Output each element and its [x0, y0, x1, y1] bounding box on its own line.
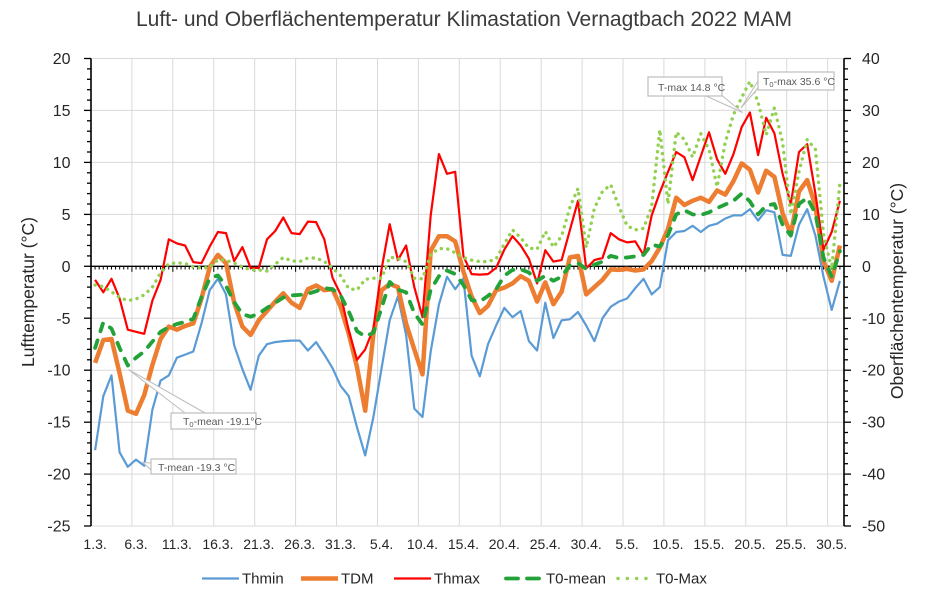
svg-text:0: 0	[862, 259, 871, 276]
svg-text:5.4.: 5.4.	[370, 536, 393, 552]
svg-text:10: 10	[862, 207, 880, 224]
svg-text:5.5.: 5.5.	[615, 536, 638, 552]
svg-text:Thmax: Thmax	[434, 571, 480, 588]
svg-text:30.5.: 30.5.	[816, 536, 847, 552]
svg-text:15: 15	[53, 103, 71, 120]
svg-text:20.5.: 20.5.	[734, 536, 765, 552]
svg-text:30: 30	[862, 103, 880, 120]
svg-text:Oberflächentemperatur (°C): Oberflächentemperatur (°C)	[887, 183, 907, 399]
svg-text:T0-max 35.6 °C: T0-max 35.6 °C	[763, 76, 835, 89]
svg-text:21.3.: 21.3.	[243, 536, 274, 552]
svg-text:25.5.: 25.5.	[775, 536, 806, 552]
svg-text:40: 40	[862, 51, 880, 68]
svg-text:20.4.: 20.4.	[489, 536, 520, 552]
svg-text:0: 0	[62, 259, 71, 276]
svg-text:20: 20	[862, 155, 880, 172]
svg-text:16.3.: 16.3.	[202, 536, 233, 552]
svg-text:T0-mean -19.1°C: T0-mean -19.1°C	[183, 416, 262, 429]
svg-text:15.5.: 15.5.	[693, 536, 724, 552]
svg-text:5: 5	[62, 207, 71, 224]
svg-text:T-mean -19.3 °C: T-mean -19.3 °C	[158, 462, 236, 474]
svg-text:Lufttemperatur (°C): Lufttemperatur (°C)	[18, 217, 38, 367]
svg-text:26.3.: 26.3.	[284, 536, 315, 552]
svg-text:31.3.: 31.3.	[325, 536, 356, 552]
svg-text:Thmin: Thmin	[242, 571, 284, 588]
svg-text:10.4.: 10.4.	[407, 536, 438, 552]
svg-text:TDM: TDM	[341, 571, 374, 588]
svg-text:-30: -30	[862, 415, 885, 432]
svg-text:-5: -5	[56, 311, 70, 328]
svg-text:6.3.: 6.3.	[124, 536, 147, 552]
svg-text:-10: -10	[47, 363, 70, 380]
svg-text:-10: -10	[862, 311, 885, 328]
svg-text:T0-mean: T0-mean	[546, 571, 606, 588]
svg-text:11.3.: 11.3.	[162, 536, 192, 552]
svg-text:T0-Max: T0-Max	[656, 571, 707, 588]
svg-text:-40: -40	[862, 467, 885, 484]
svg-text:-15: -15	[47, 415, 70, 432]
svg-text:10: 10	[53, 155, 71, 172]
svg-text:20: 20	[53, 51, 71, 68]
svg-text:25.4.: 25.4.	[530, 536, 561, 552]
svg-text:-20: -20	[862, 363, 885, 380]
svg-text:-50: -50	[862, 519, 885, 536]
svg-text:T-max 14.8 °C: T-max 14.8 °C	[658, 82, 726, 94]
svg-text:-20: -20	[47, 467, 70, 484]
svg-text:10.5.: 10.5.	[652, 536, 683, 552]
svg-text:1.3.: 1.3.	[83, 536, 106, 552]
svg-text:15.4.: 15.4.	[448, 536, 479, 552]
svg-text:30.4.: 30.4.	[571, 536, 602, 552]
svg-text:Luft- und Oberflächentemperatu: Luft- und Oberflächentemperatur Klimasta…	[136, 8, 792, 31]
svg-text:-25: -25	[47, 519, 70, 536]
